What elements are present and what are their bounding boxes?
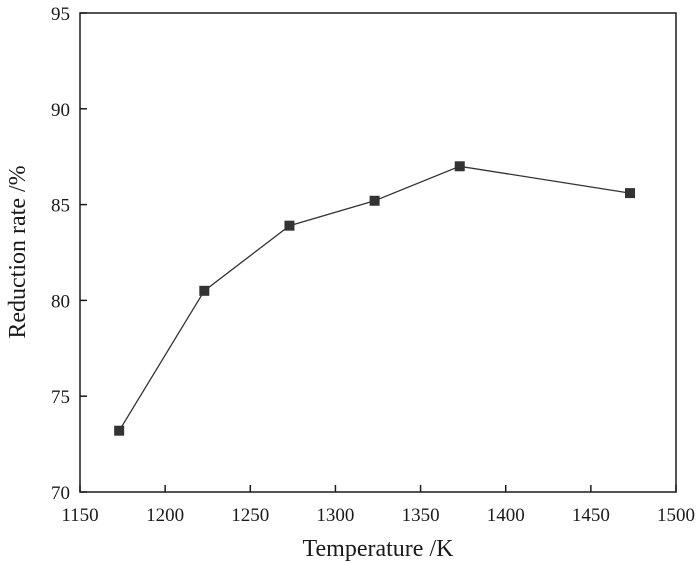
x-tick-label: 1150 — [61, 505, 98, 526]
data-point — [369, 195, 380, 206]
data-point — [114, 425, 125, 436]
x-tick-label: 1350 — [402, 505, 440, 526]
y-axis-title: Reduction rate /% — [5, 165, 31, 338]
x-tick-label: 1300 — [316, 505, 354, 526]
series-line — [118, 165, 631, 432]
data-point — [284, 220, 295, 231]
x-tick-label: 1450 — [572, 505, 610, 526]
y-tick-label: 80 — [51, 291, 70, 312]
data-point — [454, 161, 465, 172]
x-axis-ticks: 1150 1200 1250 1300 1350 1400 1450 1500 — [61, 485, 695, 526]
y-tick-label: 70 — [51, 483, 70, 504]
x-tick-label: 1250 — [231, 505, 269, 526]
x-axis-title: Temperature /K — [303, 536, 455, 562]
y-tick-label: 85 — [51, 196, 70, 217]
x-tick-label: 1500 — [657, 505, 695, 526]
y-tick-label: 95 — [51, 4, 70, 25]
y-tick-label: 75 — [51, 387, 70, 408]
data-point — [199, 285, 210, 296]
x-tick-label: 1400 — [487, 505, 525, 526]
y-axis-ticks: 70 75 80 85 90 95 — [51, 4, 87, 504]
data-point — [625, 188, 636, 199]
y-tick-label: 90 — [51, 100, 70, 121]
series-layer — [114, 161, 636, 436]
plot-frame — [79, 12, 677, 493]
x-tick-label: 1200 — [146, 505, 184, 526]
